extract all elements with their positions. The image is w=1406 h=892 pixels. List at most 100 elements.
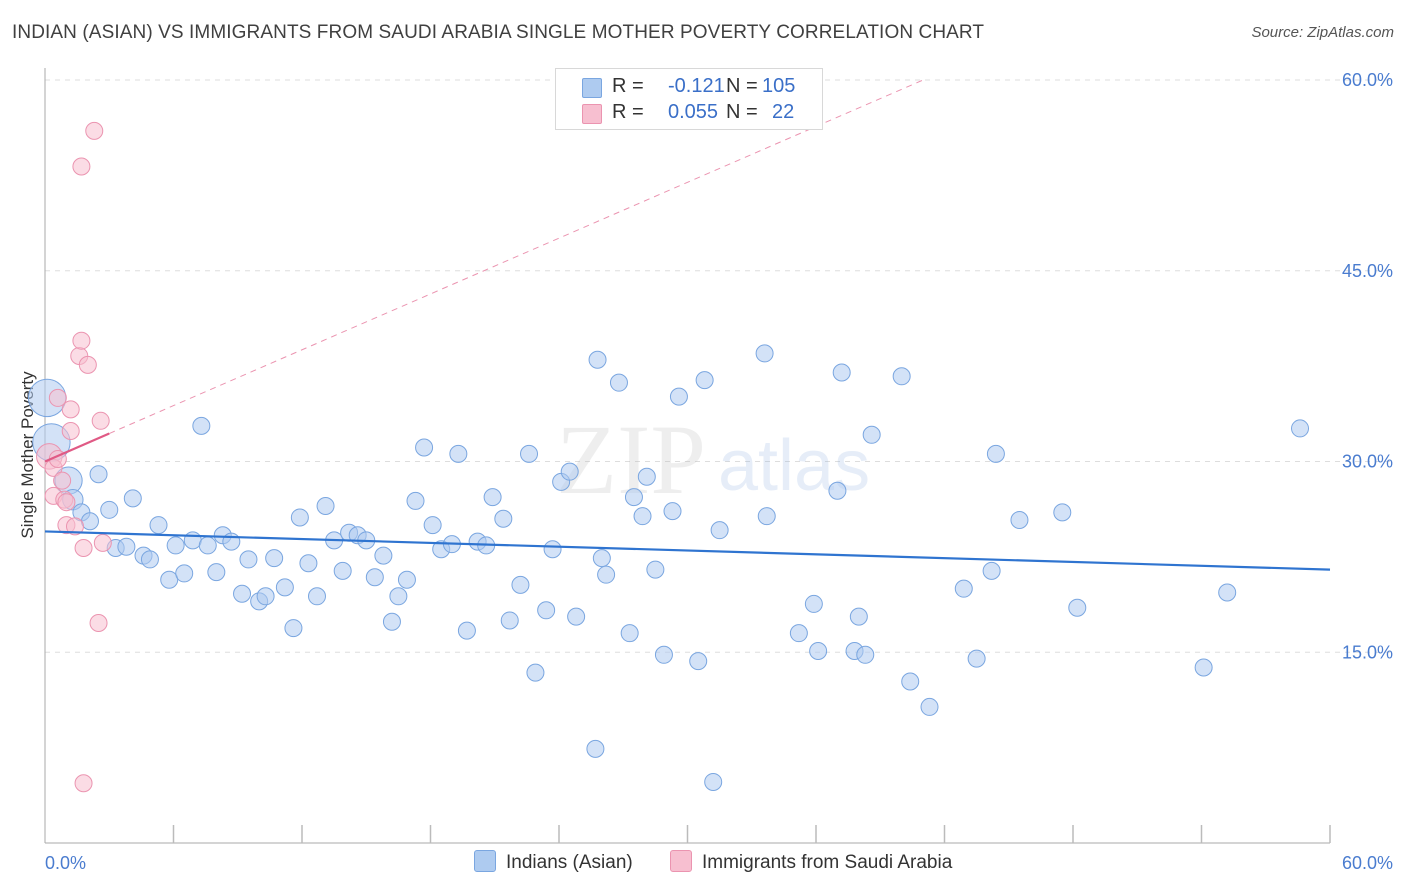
source-note: Source: ZipAtlas.com	[1251, 24, 1394, 41]
indians-point	[198, 536, 217, 555]
indians-point	[333, 561, 352, 580]
indians-point	[483, 488, 502, 507]
indians-point	[100, 500, 119, 519]
indians-point	[757, 507, 776, 526]
indians-point	[449, 444, 468, 463]
legend-n-value-saudi: 22	[772, 101, 795, 123]
indians-point	[663, 502, 682, 521]
indians-point	[609, 373, 628, 392]
indians-point	[597, 565, 616, 584]
indians-trend-line	[44, 530, 1331, 571]
indians-point	[986, 444, 1005, 463]
indians-point	[543, 540, 562, 559]
indians-point	[80, 512, 99, 531]
saudi-point	[78, 355, 97, 374]
indians-point	[588, 350, 607, 369]
indians-point	[901, 672, 920, 691]
indians-point	[365, 568, 384, 587]
indians-point	[183, 531, 202, 550]
indians-point	[389, 587, 408, 606]
legend-n-label: N =	[726, 75, 758, 97]
saudi-point	[53, 471, 72, 490]
y-tick-label: 60.0%	[1342, 70, 1393, 90]
y-tick-labels: 15.0% 30.0% 45.0% 60.0%	[1342, 70, 1393, 662]
indians-point	[160, 570, 179, 589]
correlation-legend: R = -0.121 N = 105 R = 0.055 N = 22	[555, 68, 823, 130]
indians-point	[1010, 510, 1029, 529]
legend-n-value-indians: 105	[762, 75, 796, 97]
indians-point	[689, 652, 708, 671]
indians-point	[592, 549, 611, 568]
indians-point	[954, 579, 973, 598]
indians-point	[175, 564, 194, 583]
indians-point	[695, 371, 714, 390]
indians-point	[284, 619, 303, 638]
indians-point	[374, 546, 393, 565]
indians-point	[633, 507, 652, 526]
indians-point	[620, 624, 639, 643]
indians-point	[89, 465, 108, 484]
saudi-point	[48, 388, 67, 407]
indians-point	[192, 416, 211, 435]
indians-point	[804, 594, 823, 613]
y-axis-label: Single Mother Poverty	[18, 371, 37, 539]
x-ticks	[172, 825, 1331, 843]
indians-point	[1053, 503, 1072, 522]
x-tick-label-min: 0.0%	[45, 853, 86, 873]
indians-point	[275, 578, 294, 597]
indians-point	[537, 601, 556, 620]
indians-point	[669, 387, 688, 406]
trend-lines	[44, 432, 1331, 571]
indians-point	[1194, 658, 1213, 677]
indians-point	[967, 649, 986, 668]
saudi-trend-extension	[109, 79, 924, 434]
indians-point	[560, 462, 579, 481]
indians-point	[140, 550, 159, 569]
saudi-point	[61, 421, 80, 440]
indians-point	[149, 516, 168, 535]
indians-point	[1218, 583, 1237, 602]
x-tick-label-max: 60.0%	[1342, 853, 1393, 873]
indians-point	[207, 563, 226, 582]
bottom-legend-swatch-indians	[474, 850, 496, 872]
indians-point	[637, 467, 656, 486]
saudi-point	[89, 614, 108, 633]
legend-n-label: N =	[726, 101, 758, 123]
indians-point	[982, 561, 1001, 580]
indians-point	[828, 481, 847, 500]
indians-point	[265, 549, 284, 568]
indians-point	[526, 663, 545, 682]
indians-point	[789, 624, 808, 643]
indians-point	[316, 497, 335, 516]
bottom-legend-saudi: Immigrants from Saudi Arabia	[670, 850, 952, 876]
saudi-point	[57, 493, 76, 512]
y-tick-label: 15.0%	[1342, 642, 1393, 662]
saudi-point	[61, 400, 80, 419]
saudi-point	[72, 331, 91, 350]
legend-r-label: R =	[612, 75, 644, 97]
indians-point	[233, 584, 252, 603]
indians-point	[500, 611, 519, 630]
indians-point	[415, 438, 434, 457]
bottom-legend-swatch-saudi	[670, 850, 692, 872]
indians-point	[166, 536, 185, 555]
chart-title: INDIAN (ASIAN) VS IMMIGRANTS FROM SAUDI …	[12, 22, 985, 43]
indians-point	[567, 607, 586, 626]
gridlines	[45, 79, 1393, 653]
legend-r-value-indians: -0.121	[668, 75, 725, 97]
indians-point	[832, 363, 851, 382]
legend-r-label: R =	[612, 101, 644, 123]
indians-point	[704, 772, 723, 791]
indians-point	[382, 612, 401, 631]
indians-point	[406, 491, 425, 510]
legend-swatch-indians	[582, 78, 602, 98]
indians-point	[299, 554, 318, 573]
saudi-point	[72, 157, 91, 176]
watermark: ZIP atlas	[556, 404, 870, 515]
saudi-point	[93, 533, 112, 552]
indians-point	[117, 537, 136, 556]
indians-asian-points	[27, 344, 1310, 791]
bottom-legend-label-saudi: Immigrants from Saudi Arabia	[702, 852, 953, 873]
saudi-trend-extension-line	[109, 79, 924, 434]
